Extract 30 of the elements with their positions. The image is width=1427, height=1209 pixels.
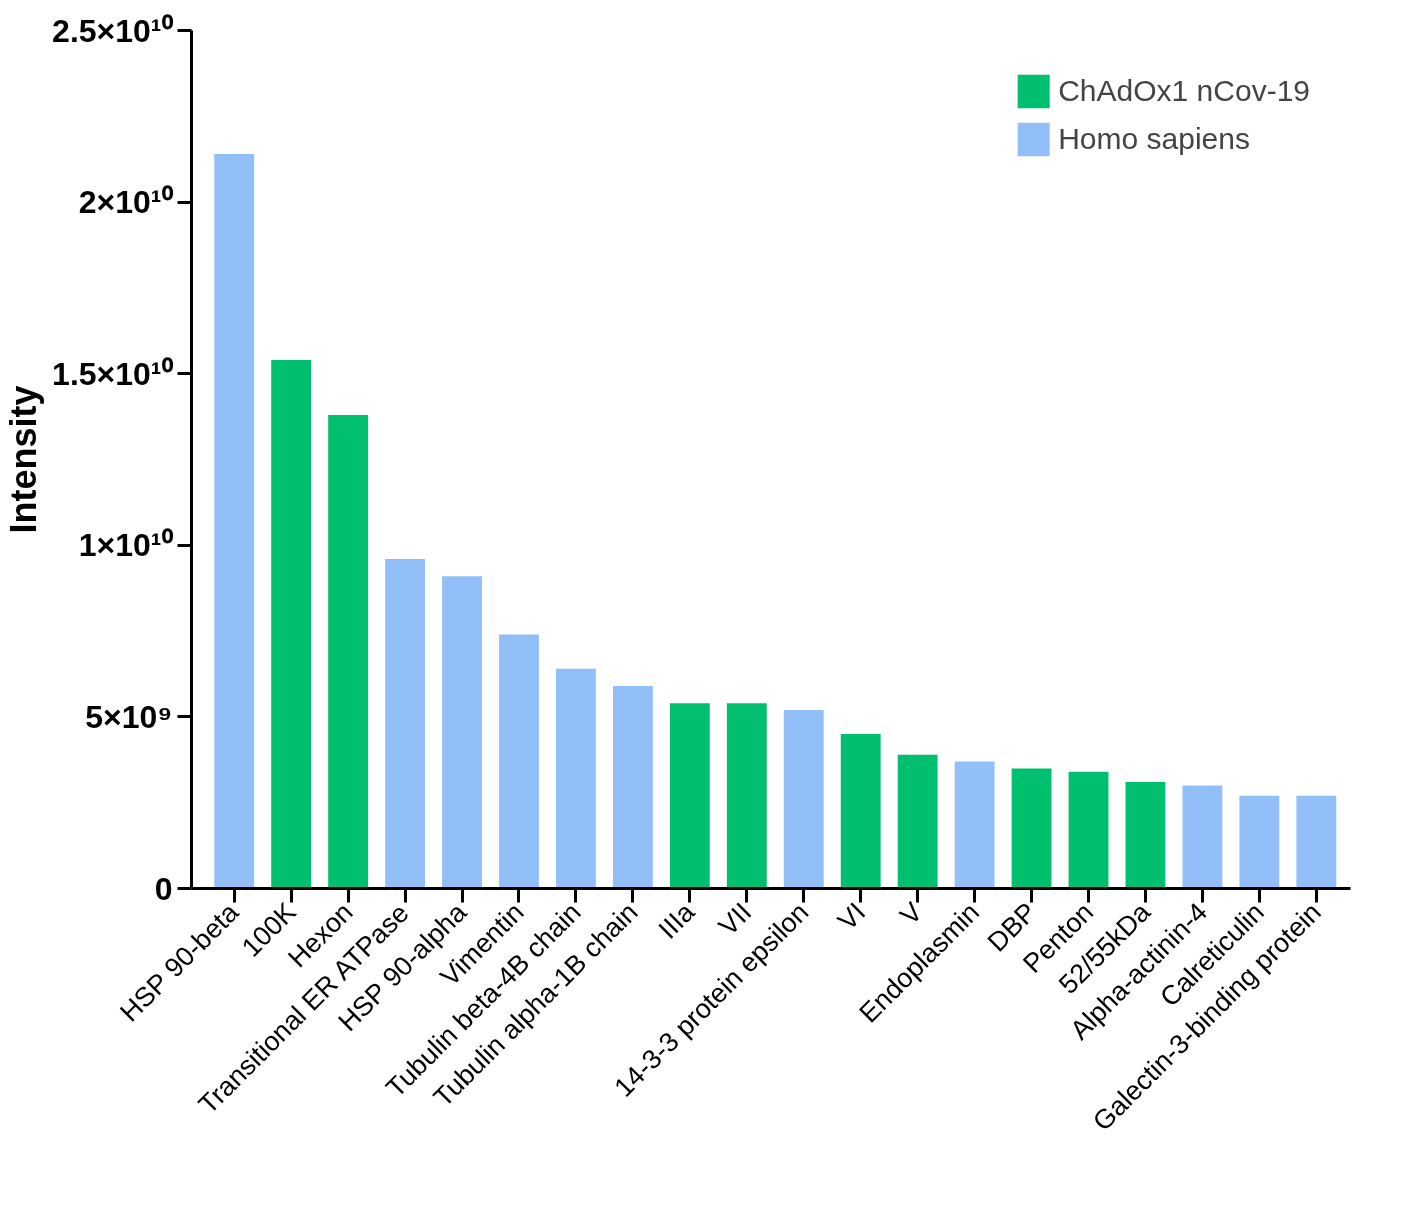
y-tick-label: 5×10⁹	[85, 698, 173, 735]
bar	[783, 710, 824, 889]
bar	[1239, 795, 1280, 889]
bar	[556, 668, 596, 889]
legend-label: ChAdOx1 nCov-19	[1058, 74, 1310, 108]
bar	[1296, 795, 1337, 889]
bar	[442, 576, 482, 889]
y-axis-title: Intensity	[3, 385, 45, 534]
bar	[726, 703, 767, 889]
x-tick-label: IIIa	[652, 896, 702, 945]
y-tick-label: 2×10¹⁰	[78, 184, 174, 221]
y-tick-label: 0	[154, 870, 173, 907]
bar	[1182, 785, 1223, 889]
bar	[669, 703, 710, 889]
bar	[328, 414, 369, 889]
y-tick-label: 1.5×10¹⁰	[52, 355, 174, 392]
y-tick-label: 2.5×10¹⁰	[52, 12, 174, 49]
bar	[271, 359, 312, 889]
bar	[840, 734, 881, 889]
legend-label: Homo sapiens	[1058, 122, 1250, 156]
bar	[1125, 782, 1166, 889]
bar	[897, 754, 938, 889]
bar	[1068, 771, 1109, 889]
bar	[1011, 768, 1052, 889]
bar	[214, 154, 255, 889]
bar	[385, 559, 426, 889]
y-tick-label: 1×10¹⁰	[78, 527, 174, 564]
bar	[954, 761, 995, 889]
bar	[612, 686, 653, 889]
bar	[499, 634, 539, 889]
